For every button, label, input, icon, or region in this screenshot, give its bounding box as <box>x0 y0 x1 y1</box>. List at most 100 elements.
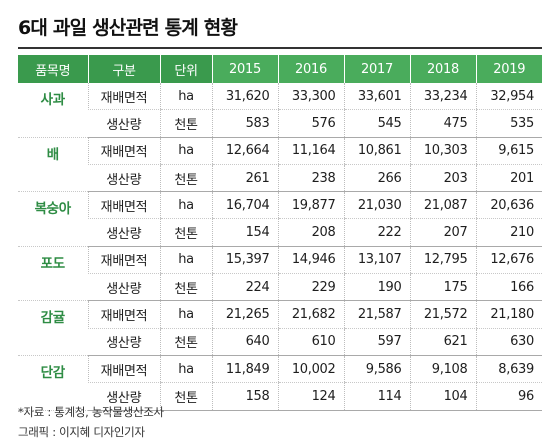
row-category: 재배면적 <box>87 300 160 329</box>
value-cell: 175 <box>409 273 476 302</box>
value-cell: 203 <box>409 164 476 193</box>
value-cell: 9,586 <box>343 355 410 384</box>
fruit-name: 사과 <box>18 83 88 138</box>
value-cell: 545 <box>343 109 410 138</box>
table-row: 생산량 천톤 640 610 597 621 630 <box>18 328 542 356</box>
value-cell: 15,397 <box>211 246 278 275</box>
header-unit: 단위 <box>159 55 212 83</box>
value-cell: 31,620 <box>211 83 278 111</box>
value-cell: 9,108 <box>409 355 476 384</box>
value-cell: 21,180 <box>475 300 542 329</box>
header-year-2017: 2017 <box>343 55 410 83</box>
value-cell: 33,300 <box>277 83 344 111</box>
value-cell: 224 <box>211 273 278 302</box>
row-unit: ha <box>159 137 212 165</box>
row-category: 생산량 <box>88 164 160 193</box>
value-cell: 208 <box>277 218 344 247</box>
value-cell: 210 <box>475 218 542 247</box>
table-row: 사과 재배면적 ha 31,620 33,300 33,601 33,234 32,954 <box>18 83 542 138</box>
value-cell: 21,572 <box>409 300 476 329</box>
value-cell: 583 <box>211 109 278 138</box>
row-category: 재배면적 <box>87 246 160 275</box>
page-title: 6대 과일 생산관련 통계 현황 <box>18 17 238 39</box>
value-cell: 96 <box>475 382 542 411</box>
row-unit: 천톤 <box>159 218 212 247</box>
row-category: 생산량 <box>88 109 160 138</box>
value-cell: 166 <box>475 273 542 302</box>
row-category: 생산량 <box>88 218 160 247</box>
fruit-name: 배 <box>18 137 88 193</box>
row-unit: 천톤 <box>159 273 212 302</box>
row-unit: 천톤 <box>159 109 212 138</box>
header-year-2019: 2019 <box>475 55 542 83</box>
value-cell: 11,164 <box>277 137 344 165</box>
table-row: 생산량 천톤 583 576 545 475 535 <box>18 109 542 138</box>
value-cell: 10,002 <box>277 355 344 384</box>
value-cell: 640 <box>211 328 278 356</box>
table-row: 복숭아 재배면적 ha 16,704 19,877 21,030 21,087 20,636 <box>18 191 542 247</box>
value-cell: 20,636 <box>475 191 542 220</box>
header-year-2015: 2015 <box>211 55 278 83</box>
table-row: 생산량 천톤 224 229 190 175 166 <box>18 273 542 302</box>
value-cell: 33,234 <box>409 83 476 111</box>
value-cell: 32,954 <box>475 83 542 111</box>
row-category: 재배면적 <box>87 355 160 384</box>
value-cell: 33,601 <box>343 83 410 111</box>
header-fruit: 품목명 <box>18 55 88 83</box>
fruit-name: 포도 <box>18 246 88 302</box>
row-unit: ha <box>159 83 212 111</box>
value-cell: 158 <box>211 382 278 411</box>
value-cell: 12,795 <box>409 246 476 275</box>
value-cell: 13,107 <box>343 246 410 275</box>
table-row: 포도 재배면적 ha 15,397 14,946 13,107 12,795 12,676 <box>18 246 542 302</box>
row-unit: ha <box>159 246 212 275</box>
header-category: 구분 <box>87 55 160 83</box>
value-cell: 190 <box>343 273 410 302</box>
value-cell: 475 <box>409 109 476 138</box>
value-cell: 597 <box>343 328 410 356</box>
header-row: 품목명 구분 단위 2015 2016 2017 2018 2019 <box>18 55 542 83</box>
value-cell: 21,265 <box>211 300 278 329</box>
value-cell: 610 <box>277 328 344 356</box>
value-cell: 124 <box>277 382 344 411</box>
value-cell: 12,676 <box>475 246 542 275</box>
row-category: 생산량 <box>88 382 160 411</box>
value-cell: 12,664 <box>211 137 278 165</box>
row-category: 재배면적 <box>87 191 160 220</box>
source-note: *자료 : 통계청, 농작물생산조사 <box>18 405 164 419</box>
fruit-name: 단감 <box>18 355 88 411</box>
value-cell: 10,861 <box>343 137 410 165</box>
table-row: 단감 재배면적 ha 11,849 10,002 9,586 9,108 8,639 <box>18 355 542 411</box>
value-cell: 19,877 <box>277 191 344 220</box>
row-unit: ha <box>159 300 212 329</box>
graphic-credit: 그래픽 : 이지혜 디자인기자 <box>18 425 145 439</box>
value-cell: 21,030 <box>343 191 410 220</box>
row-unit: ha <box>159 355 212 384</box>
value-cell: 621 <box>409 328 476 356</box>
value-cell: 9,615 <box>475 137 542 165</box>
row-category: 재배면적 <box>87 83 160 111</box>
value-cell: 104 <box>409 382 476 411</box>
row-unit: ha <box>159 191 212 220</box>
value-cell: 10,303 <box>409 137 476 165</box>
row-unit: 천톤 <box>159 328 212 356</box>
value-cell: 266 <box>343 164 410 193</box>
value-cell: 207 <box>409 218 476 247</box>
value-cell: 630 <box>475 328 542 356</box>
value-cell: 238 <box>277 164 344 193</box>
row-category: 생산량 <box>88 328 160 356</box>
table-row: 생산량 천톤 158 124 114 104 96 <box>18 382 542 411</box>
table-row: 감귤 재배면적 ha 21,265 21,682 21,587 21,572 21,180 <box>18 300 542 356</box>
header-year-2016: 2016 <box>277 55 344 83</box>
row-unit: 천톤 <box>159 164 212 193</box>
value-cell: 201 <box>475 164 542 193</box>
value-cell: 114 <box>343 382 410 411</box>
value-cell: 21,087 <box>409 191 476 220</box>
header-year-2018: 2018 <box>409 55 476 83</box>
value-cell: 154 <box>211 218 278 247</box>
value-cell: 8,639 <box>475 355 542 384</box>
table-row: 배 재배면적 ha 12,664 11,164 10,861 10,303 9,615 <box>18 137 542 193</box>
row-unit: 천톤 <box>159 382 212 411</box>
value-cell: 261 <box>211 164 278 193</box>
value-cell: 14,946 <box>277 246 344 275</box>
